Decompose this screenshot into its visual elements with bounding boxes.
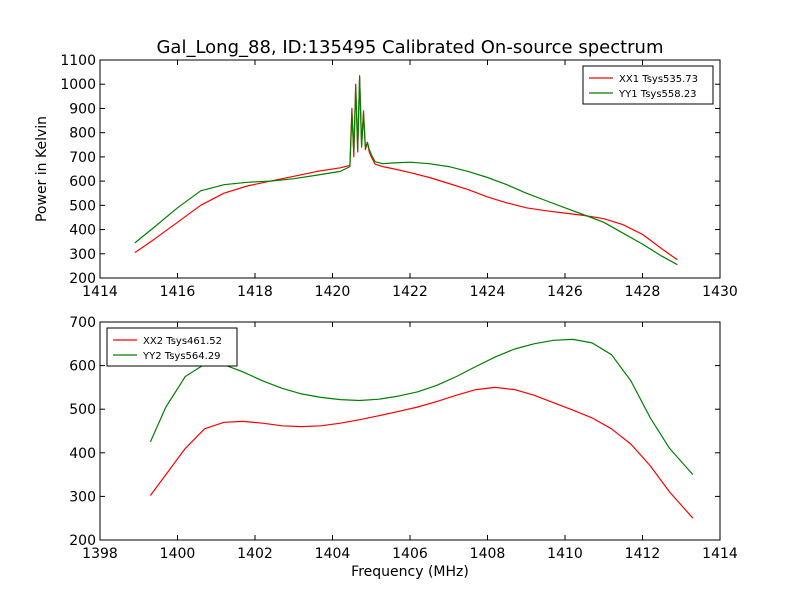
y-tick-label: 700 (69, 150, 96, 166)
x-tick-label: 1404 (315, 546, 351, 562)
x-axis-label: Frequency (MHz) (351, 564, 469, 580)
x-tick-label: 1408 (470, 546, 506, 562)
series-line-yy (134, 75, 678, 266)
legend-entry: YY2 Tsys564.29 (142, 351, 221, 362)
x-tick-label: 1418 (237, 284, 273, 300)
x-tick-label: 1398 (82, 546, 118, 562)
legend: XX2 Tsys461.52 YY2 Tsys564.29 (106, 327, 238, 367)
y-tick-label: 500 (69, 198, 96, 214)
y-tick-label: 500 (69, 402, 96, 418)
x-tick-label: 1420 (315, 284, 351, 300)
x-tick-label: 1412 (625, 546, 661, 562)
legend: XX1 Tsys535.73 YY1 Tsys558.23 (582, 65, 714, 105)
bottom-plot: 1398 1400 1402 1404 1406 1408 1410 1412 1414 200 3… (69, 315, 738, 580)
legend-box (106, 327, 238, 367)
y-tick-label: 600 (69, 174, 96, 190)
y-tick-label: 300 (69, 247, 96, 263)
legend-entry: XX2 Tsys461.52 (143, 336, 222, 347)
y-tick-label: 200 (69, 271, 96, 287)
x-tick-label: 1416 (160, 284, 196, 300)
legend-box (582, 65, 714, 105)
y-tick-label: 600 (69, 359, 96, 375)
x-tick-label: 1430 (702, 284, 738, 300)
x-tick-label: 1424 (470, 284, 506, 300)
y-tick-label: 1000 (60, 77, 96, 93)
legend-entry: YY1 Tsys558.23 (618, 89, 697, 100)
chart-title: Gal_Long_88, ID:135495 Calibrated On-sou… (156, 37, 663, 58)
y-tick-label: 200 (69, 533, 96, 549)
x-tick-label: 1406 (392, 546, 428, 562)
x-tick-label: 1422 (392, 284, 428, 300)
x-tick-label: 1414 (82, 284, 118, 300)
x-tick-label: 1428 (625, 284, 661, 300)
x-tick-label: 1402 (237, 546, 273, 562)
legend-entry: XX1 Tsys535.73 (619, 74, 698, 85)
x-tick-label: 1426 (547, 284, 583, 300)
y-tick-label: 800 (69, 126, 96, 142)
y-tick-label: 400 (69, 223, 96, 239)
y-tick-label: 400 (69, 446, 96, 462)
x-tick-label: 1410 (547, 546, 583, 562)
x-tick-label: 1414 (702, 546, 738, 562)
y-tick-label: 700 (69, 315, 96, 331)
x-tick-label: 1400 (160, 546, 196, 562)
y-tick-label: 900 (69, 101, 96, 117)
series-line-yy (149, 338, 694, 475)
series-line-xx (149, 386, 694, 519)
y-tick-label: 300 (69, 489, 96, 505)
y-tick-label: 1100 (60, 53, 96, 69)
y-axis-label: Power in Kelvin (34, 116, 50, 222)
top-plot: 1414 1416 1418 1420 1422 1424 1426 1428 1430 200 3… (34, 53, 738, 300)
